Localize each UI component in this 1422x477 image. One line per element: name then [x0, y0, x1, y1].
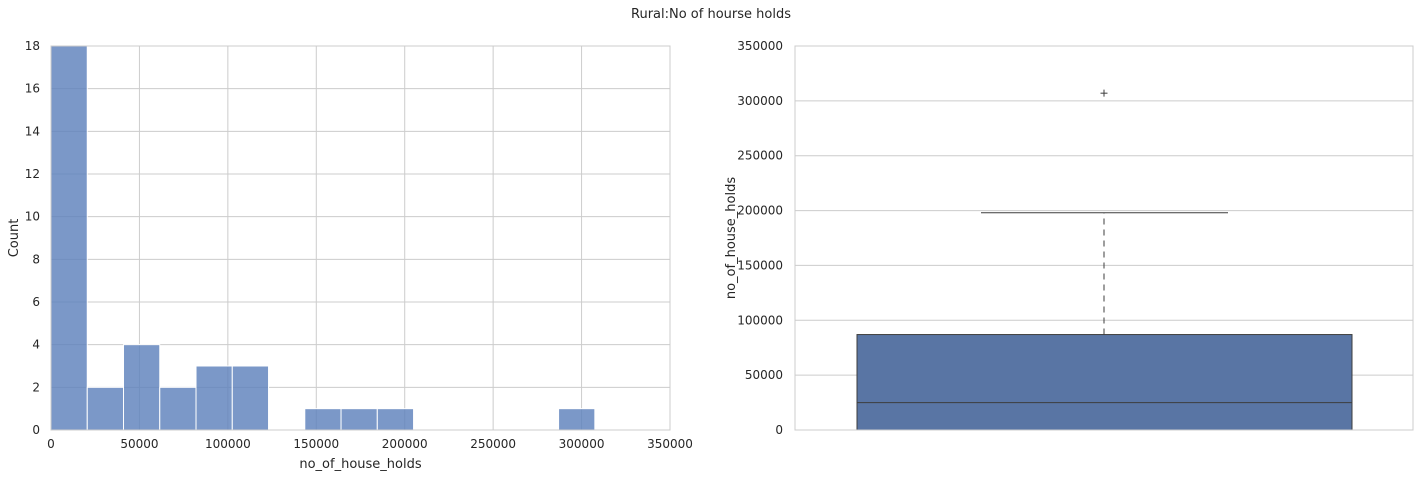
- histogram-bar: [340, 408, 378, 431]
- boxplot-y-ticks: 0 50000 100000 150000 200000 250000 300000 3500…: [737, 39, 783, 437]
- histogram-bar: [558, 408, 596, 431]
- histogram-bars: [50, 45, 596, 431]
- histogram-y-tick-label: 14: [25, 124, 40, 138]
- boxplot-y-tick-label: 250000: [737, 149, 783, 163]
- histogram-x-tick-label: 50000: [120, 437, 158, 451]
- boxplot-y-tick-label: 200000: [737, 204, 783, 218]
- histogram-x-tick-label: 350000: [647, 437, 693, 451]
- histogram-bar: [304, 408, 342, 431]
- boxplot-y-tick-label: 100000: [737, 313, 783, 327]
- histogram-y-tick-label: 0: [32, 423, 40, 437]
- histogram-bar: [231, 365, 270, 431]
- histogram-x-tick-label: 250000: [470, 437, 516, 451]
- histogram-y-tick-label: 16: [25, 82, 40, 96]
- boxplot-y-label: no_of_house_holds: [724, 177, 739, 299]
- histogram-bar: [50, 45, 88, 431]
- histogram-bar: [195, 365, 233, 431]
- histogram-x-tick-label: 150000: [293, 437, 339, 451]
- histogram-y-ticks: 0 2 4 6 8 10 12 14 16 18: [25, 39, 40, 437]
- boxplot-panel: 0 50000 100000 150000 200000 250000 300000 3500…: [724, 39, 1414, 437]
- histogram-y-label: Count: [7, 219, 22, 258]
- histogram-y-tick-label: 10: [25, 210, 40, 224]
- histogram-x-tick-label: 200000: [382, 437, 428, 451]
- histogram-y-tick-label: 12: [25, 167, 40, 181]
- histogram-x-tick-label: 0: [47, 437, 55, 451]
- boxplot-y-tick-label: 150000: [737, 258, 783, 272]
- histogram-panel: 0 50000 100000 150000 200000 250000 300000 3500…: [7, 39, 693, 472]
- boxplot-marks: [856, 89, 1353, 431]
- histogram-y-tick-label: 6: [32, 295, 40, 309]
- histogram-x-tick-label: 100000: [205, 437, 251, 451]
- histogram-frame: [50, 45, 671, 431]
- histogram-x-ticks: 0 50000 100000 150000 200000 250000 300000 3500…: [47, 437, 693, 451]
- histogram-y-tick-label: 2: [32, 380, 40, 394]
- histogram-bar: [86, 386, 125, 431]
- histogram-bar: [376, 408, 415, 431]
- histogram-y-tick-label: 8: [32, 252, 40, 266]
- boxplot-y-tick-label: 300000: [737, 94, 783, 108]
- boxplot-y-tick-label: 350000: [737, 39, 783, 53]
- histogram-bar: [159, 386, 197, 431]
- histogram-y-tick-label: 18: [25, 39, 40, 53]
- boxplot-y-tick-label: 50000: [745, 368, 783, 382]
- boxplot-box: [856, 334, 1353, 431]
- figure-suptitle: Rural:No of hourse holds: [631, 7, 791, 22]
- histogram-x-tick-label: 300000: [559, 437, 605, 451]
- histogram-bar: [123, 344, 161, 431]
- histogram-y-tick-label: 4: [32, 338, 40, 352]
- boxplot-y-tick-label: 0: [775, 423, 783, 437]
- boxplot-frame: [794, 45, 1414, 431]
- histogram-x-label: no_of_house_holds: [299, 457, 421, 472]
